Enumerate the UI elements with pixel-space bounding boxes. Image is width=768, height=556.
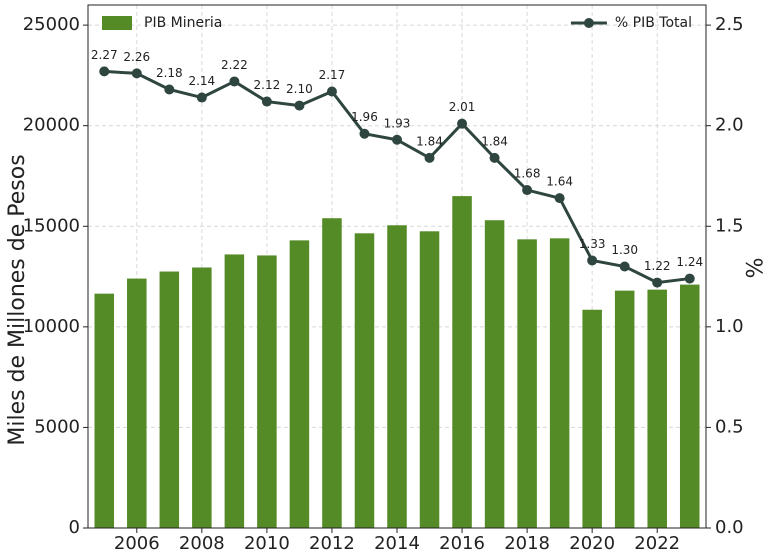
y2-tick-label: 1.0 — [715, 316, 744, 337]
y2-tick-label: 0.5 — [715, 416, 744, 437]
data-label: 1.22 — [644, 259, 671, 273]
x-tick-label: 2010 — [244, 533, 290, 554]
y2-tick-label: 0.0 — [715, 517, 744, 538]
data-label: 2.14 — [188, 74, 215, 88]
point — [554, 193, 565, 204]
x-tick-label: 2008 — [179, 533, 225, 554]
data-label: 2.10 — [286, 82, 313, 96]
data-label: 2.22 — [221, 58, 248, 72]
data-label: 2.12 — [254, 78, 281, 92]
legend-label: % PIB Total — [615, 15, 692, 31]
point — [294, 100, 305, 111]
y2-tick-label: 1.5 — [715, 215, 744, 236]
data-label: 1.84 — [481, 134, 508, 148]
bar — [224, 254, 245, 528]
point — [326, 86, 337, 97]
data-label: 1.68 — [514, 167, 541, 181]
data-label: 1.30 — [611, 243, 638, 257]
legend-marker — [583, 18, 594, 28]
point — [359, 128, 370, 139]
x-tick-label: 2014 — [374, 533, 420, 554]
bar — [614, 290, 635, 528]
legend-label: PIB Mineria — [144, 15, 222, 31]
bar — [159, 271, 180, 528]
data-label: 1.33 — [579, 237, 606, 251]
bar — [322, 218, 342, 528]
data-label: 1.96 — [351, 110, 378, 124]
x-tick-label: 2012 — [309, 533, 355, 554]
data-label: 2.26 — [123, 50, 150, 64]
y-tick-label: 5000 — [34, 416, 80, 437]
bar — [289, 240, 310, 528]
y-tick-label: 0 — [69, 517, 80, 538]
point — [392, 134, 402, 145]
bar — [549, 238, 570, 529]
bar — [127, 278, 147, 528]
bar — [679, 284, 700, 528]
point — [489, 152, 500, 163]
point — [684, 273, 695, 284]
data-label: 1.84 — [416, 134, 443, 148]
bar — [192, 267, 212, 528]
y2-tick-label: 2.0 — [715, 115, 744, 136]
bar — [354, 233, 375, 528]
point — [424, 152, 435, 163]
data-label: 2.17 — [319, 68, 346, 82]
point — [457, 118, 468, 129]
data-label: 1.93 — [384, 116, 411, 130]
bar — [387, 225, 407, 528]
y2-tick-label: 2.5 — [715, 14, 744, 35]
bar — [257, 255, 277, 529]
data-label: 2.18 — [156, 66, 183, 80]
x-tick-label: 2016 — [439, 533, 485, 554]
point — [131, 68, 142, 79]
legend-swatch — [102, 16, 132, 30]
x-tick-label: 2020 — [569, 533, 615, 554]
point — [522, 185, 533, 196]
point — [587, 255, 598, 266]
bar — [582, 309, 602, 528]
y2-axis-label: % — [740, 258, 765, 279]
point — [652, 277, 663, 288]
x-tick-label: 2018 — [504, 533, 550, 554]
point — [164, 84, 175, 95]
bar — [419, 231, 440, 528]
y-tick-label: 20000 — [23, 115, 80, 136]
point — [196, 92, 207, 103]
bar — [517, 239, 537, 528]
y-tick-label: 15000 — [23, 215, 80, 236]
y-tick-label: 25000 — [23, 14, 80, 35]
x-tick-label: 2022 — [634, 533, 680, 554]
data-label: 1.64 — [546, 175, 573, 189]
data-label: 2.01 — [449, 100, 476, 114]
y-tick-label: 10000 — [23, 316, 80, 337]
x-tick-label: 2006 — [114, 533, 160, 554]
point — [619, 261, 630, 272]
point — [99, 66, 110, 77]
bar — [484, 220, 505, 528]
y-axis-label: Miles de Millones de Pesos — [5, 154, 30, 445]
bar — [647, 289, 667, 528]
point — [229, 76, 240, 87]
data-label: 2.27 — [91, 48, 118, 62]
bar — [94, 293, 115, 528]
data-label: 1.24 — [676, 255, 703, 269]
plot-frame — [87, 4, 707, 529]
point — [261, 96, 272, 107]
bar — [452, 196, 472, 528]
